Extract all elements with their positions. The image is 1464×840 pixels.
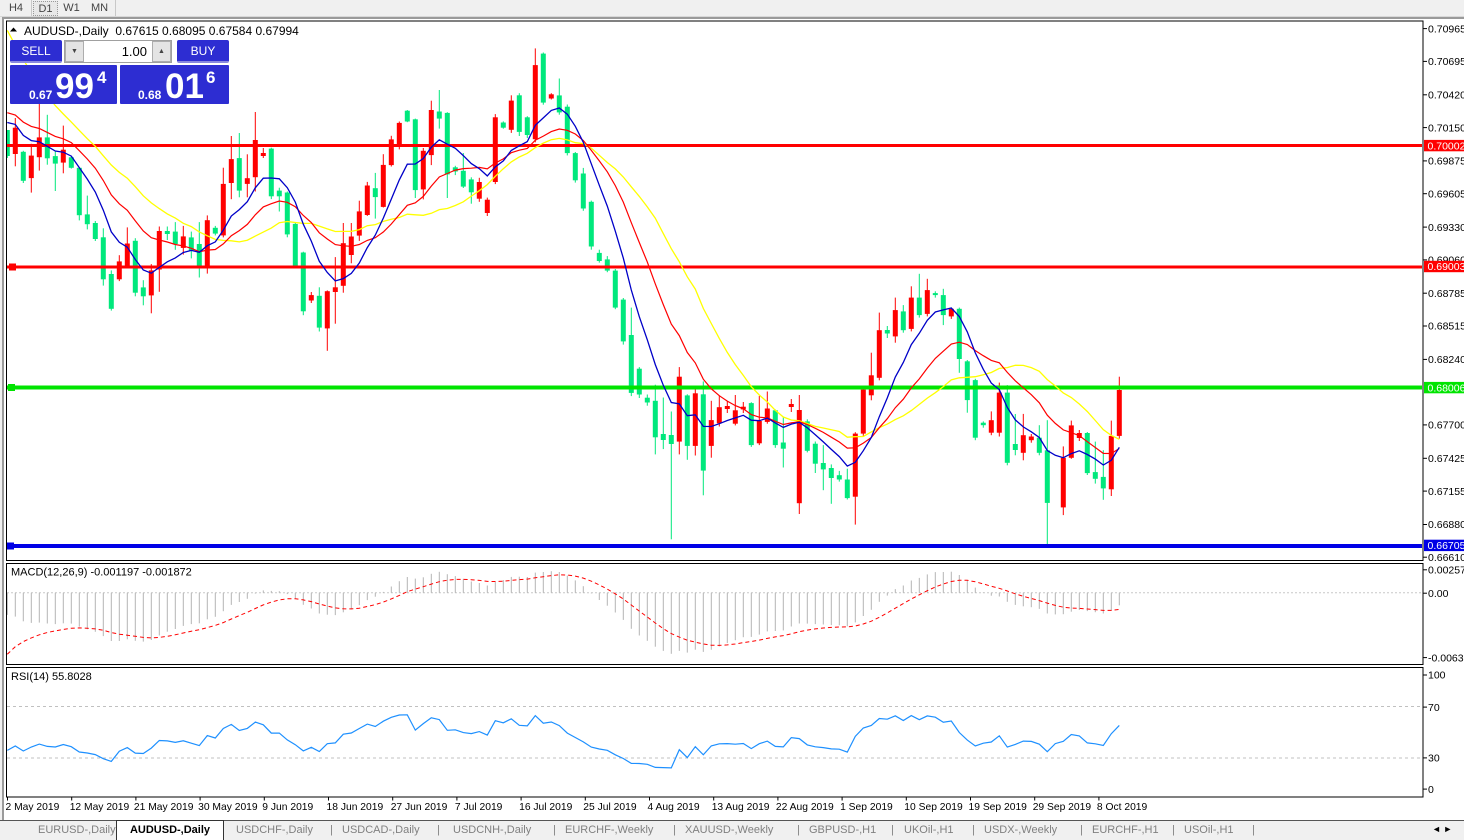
svg-text:19 Sep 2019: 19 Sep 2019: [969, 802, 1028, 813]
svg-text:0.66705: 0.66705: [1428, 540, 1464, 552]
svg-text:0.00: 0.00: [1428, 588, 1449, 600]
svg-text:0.68785: 0.68785: [1428, 288, 1464, 300]
svg-text:MACD(12,26,9) -0.001197 -0.001: MACD(12,26,9) -0.001197 -0.001872: [11, 567, 192, 579]
svg-text:0.66880: 0.66880: [1428, 519, 1464, 531]
svg-text:0.67700: 0.67700: [1428, 420, 1464, 432]
svg-text:0.67425: 0.67425: [1428, 453, 1464, 465]
svg-text:0.68515: 0.68515: [1428, 321, 1464, 333]
svg-text:9 Jun 2019: 9 Jun 2019: [262, 802, 313, 813]
svg-text:4 Aug 2019: 4 Aug 2019: [648, 802, 700, 813]
svg-text:0.66610: 0.66610: [1428, 552, 1464, 564]
svg-text:21 May 2019: 21 May 2019: [134, 802, 194, 813]
svg-text:27 Jun 2019: 27 Jun 2019: [391, 802, 448, 813]
svg-text:0.70002: 0.70002: [1428, 140, 1464, 152]
svg-text:0.70150: 0.70150: [1428, 122, 1464, 134]
svg-text:0.70420: 0.70420: [1428, 90, 1464, 102]
svg-text:30: 30: [1428, 753, 1440, 765]
svg-text:1 Sep 2019: 1 Sep 2019: [840, 802, 893, 813]
svg-text:0: 0: [1428, 784, 1434, 796]
svg-text:0.69875: 0.69875: [1428, 156, 1464, 168]
svg-text:0.67155: 0.67155: [1428, 486, 1464, 498]
svg-text:12 May 2019: 12 May 2019: [70, 802, 130, 813]
svg-text:8 Oct 2019: 8 Oct 2019: [1097, 802, 1148, 813]
svg-text:18 Jun 2019: 18 Jun 2019: [327, 802, 384, 813]
svg-text:13 Aug 2019: 13 Aug 2019: [712, 802, 770, 813]
svg-text:0.69003: 0.69003: [1428, 261, 1464, 273]
svg-text:0.002574: 0.002574: [1428, 565, 1464, 577]
svg-text:70: 70: [1428, 702, 1440, 714]
svg-text:22 Aug 2019: 22 Aug 2019: [776, 802, 834, 813]
svg-text:29 Sep 2019: 29 Sep 2019: [1033, 802, 1092, 813]
svg-text:16 Jul 2019: 16 Jul 2019: [519, 802, 573, 813]
svg-text:2 May 2019: 2 May 2019: [6, 802, 60, 813]
svg-text:-0.006326: -0.006326: [1428, 652, 1464, 664]
svg-text:25 Jul 2019: 25 Jul 2019: [583, 802, 637, 813]
svg-text:RSI(14) 55.8028: RSI(14) 55.8028: [11, 671, 92, 683]
svg-text:0.68240: 0.68240: [1428, 354, 1464, 366]
svg-text:0.69605: 0.69605: [1428, 188, 1464, 200]
svg-text:10 Sep 2019: 10 Sep 2019: [904, 802, 963, 813]
svg-text:100: 100: [1428, 670, 1446, 682]
svg-text:0.69330: 0.69330: [1428, 222, 1464, 234]
svg-text:0.70965: 0.70965: [1428, 23, 1464, 35]
svg-text:0.68006: 0.68006: [1428, 382, 1464, 394]
svg-text:0.70695: 0.70695: [1428, 56, 1464, 68]
svg-text:7 Jul 2019: 7 Jul 2019: [455, 802, 503, 813]
svg-text:30 May 2019: 30 May 2019: [198, 802, 258, 813]
